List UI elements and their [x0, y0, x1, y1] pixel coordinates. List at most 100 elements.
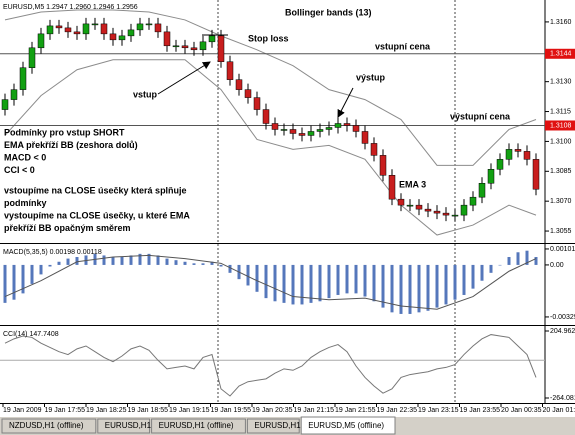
y-tick-label: 1.3055: [550, 228, 572, 235]
macd-bar: [381, 264, 385, 308]
candle-body: [505, 149, 513, 160]
candle-body: [244, 89, 252, 98]
note-line: EMA překříží BB (zeshora dolů): [4, 140, 138, 150]
candle-body: [1, 99, 9, 110]
candle-body: [10, 89, 18, 100]
x-tick-label: 19 Jan 23:55: [460, 407, 501, 414]
tab[interactable]: [246, 418, 300, 434]
tab[interactable]: [1, 418, 97, 434]
candle-body: [469, 196, 477, 206]
tab-label[interactable]: EURUSD,H1 (offline): [159, 421, 234, 430]
candle-body: [64, 27, 72, 33]
macd-bar: [138, 253, 142, 265]
tab-label[interactable]: NZDUSD,H1 (offline): [9, 421, 84, 430]
candle-body: [523, 151, 531, 160]
candle-body: [226, 61, 234, 80]
candle-body: [361, 131, 369, 144]
candle-body: [100, 23, 108, 35]
macd-bar: [525, 250, 529, 265]
candle-body: [163, 31, 171, 47]
candle-body: [118, 35, 126, 41]
macd-bar: [255, 264, 259, 292]
candle-body: [109, 33, 117, 41]
entry-label: vstup: [133, 89, 158, 99]
candle-body: [127, 29, 135, 37]
macd-bar: [363, 264, 367, 297]
macd-bar: [327, 264, 331, 299]
note-line: Podmínky pro vstup SHORT: [4, 127, 125, 137]
macd-bar: [273, 264, 277, 302]
note-line: CCI < 0: [4, 165, 35, 175]
macd-bar: [3, 264, 7, 303]
macd-bar: [480, 264, 484, 281]
macd-bar: [282, 264, 286, 303]
macd-bar: [30, 264, 34, 284]
y-tick-label: 1.3085: [550, 168, 572, 175]
y-tick-label: 204.9621: [550, 328, 575, 335]
price-label: 1.3108: [550, 122, 572, 129]
note-line: podmínky: [4, 198, 47, 208]
macd-bar: [66, 258, 70, 265]
tab[interactable]: [151, 418, 246, 434]
candle-body: [397, 198, 405, 206]
candle-body: [190, 47, 198, 51]
y-tick-label: -264.081: [550, 395, 575, 402]
macd-bar: [318, 264, 322, 302]
panel-title: MACD(5,35,5) 0.00198 0.00118: [3, 249, 102, 256]
entry-price-label: vstupní cena: [375, 41, 431, 51]
macd-bar: [246, 264, 250, 286]
candle-body: [442, 212, 450, 216]
candle-body: [235, 79, 243, 90]
macd-bar: [192, 263, 196, 265]
macd-bar: [129, 255, 133, 265]
candle-body: [325, 127, 333, 130]
candle-body: [145, 23, 153, 26]
candle-body: [91, 23, 99, 26]
macd-bar: [111, 257, 115, 265]
x-tick-label: 19 Jan 18:25: [86, 407, 127, 414]
cci-line: [4, 334, 537, 397]
macd-bar: [489, 264, 493, 273]
candle-body: [478, 182, 486, 198]
macd-bar: [444, 264, 448, 305]
macd-bar: [498, 264, 502, 266]
x-tick-label: 19 Jan 2009: [3, 407, 42, 414]
y-tick-label: 1.3100: [550, 138, 572, 145]
candle-body: [280, 129, 288, 131]
bollinger-lower: [4, 59, 537, 236]
candle-body: [181, 45, 189, 49]
bollinger-upper: [4, 9, 537, 166]
x-tick-label: 19 Jan 19:15: [169, 407, 210, 414]
candle-body: [82, 23, 90, 35]
bollinger-label: Bollinger bands (13): [285, 7, 372, 17]
candle-body: [208, 35, 216, 43]
tab[interactable]: [300, 416, 396, 435]
macd-bar: [57, 261, 61, 265]
x-tick-label: 19 Jan 23:15: [418, 407, 459, 414]
ema-label: EMA 3: [399, 179, 426, 189]
tab[interactable]: [97, 418, 151, 434]
candle-body: [379, 155, 387, 176]
x-tick-label: 19 Jan 18:55: [128, 407, 169, 414]
panel-title: CCI(14) 147.7408: [3, 331, 59, 338]
macd-bar: [75, 257, 79, 265]
macd-bar: [156, 255, 160, 265]
y-tick-label: 0.00: [550, 262, 564, 269]
tab-label[interactable]: EURUSD,H1: [254, 421, 301, 430]
macd-bar: [102, 255, 106, 265]
tab-label[interactable]: EURUSD,M5 (offline): [308, 421, 384, 430]
candle-body: [496, 159, 504, 170]
macd-bar: [165, 258, 169, 265]
candle-body: [37, 33, 45, 49]
candle-body: [55, 25, 63, 29]
x-tick-label: 19 Jan 22:35: [377, 407, 418, 414]
tab-label[interactable]: EURUSD,H1: [105, 421, 152, 430]
macd-signal: [4, 254, 537, 310]
candle-body: [73, 31, 81, 35]
macd-bar: [372, 264, 376, 302]
panel-title: EURUSD,M5 1.2947 1.2960 1.2946 1.2956: [3, 4, 138, 11]
candle-body: [388, 175, 396, 200]
candle-body: [19, 67, 27, 90]
note-line: překříží BB opačným směrem: [4, 223, 131, 233]
macd-bar: [147, 253, 151, 265]
